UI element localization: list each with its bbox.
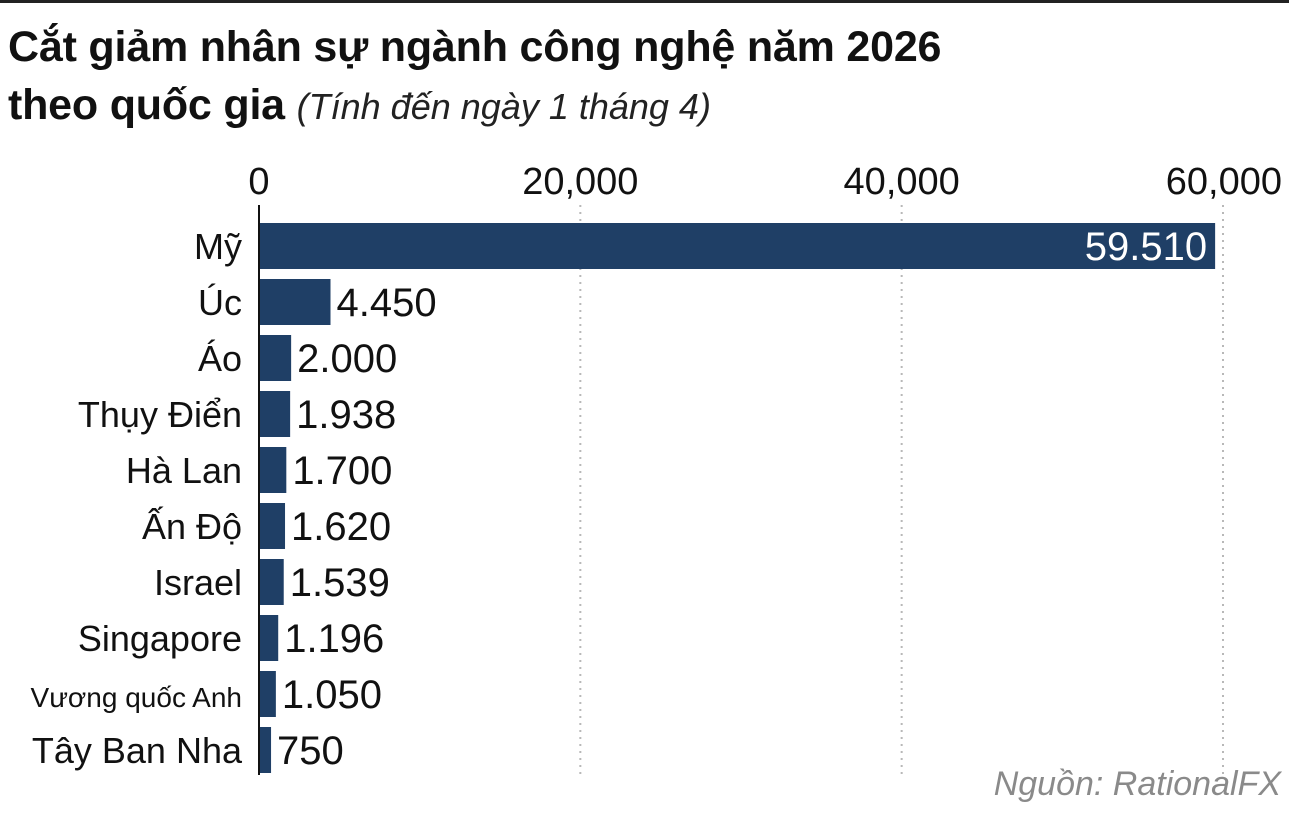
- bar-4: [259, 447, 287, 493]
- value-label-3: 1.938: [296, 393, 396, 437]
- value-label-7: 1.196: [284, 617, 384, 661]
- x-tick-label-2: 40,000: [844, 161, 960, 203]
- chart-title-line-2: theo quốc gia (Tính đến ngày 1 tháng 4): [8, 76, 1278, 136]
- bar-7: [259, 615, 279, 661]
- bar-9: [259, 727, 272, 773]
- value-label-1: 4.450: [336, 281, 436, 325]
- x-tick-label-1: 20,000: [522, 161, 638, 203]
- x-tick-label-0: 0: [248, 161, 269, 203]
- bar-2: [259, 335, 292, 381]
- value-label-8: 1.050: [282, 673, 382, 717]
- x-tick-label-3: 60,000: [1166, 161, 1282, 203]
- chart-subtitle: (Tính đến ngày 1 tháng 4): [296, 86, 711, 127]
- value-label-0: 59.510: [1085, 225, 1207, 269]
- category-label-2: Áo: [198, 338, 242, 379]
- value-label-6: 1.539: [290, 561, 390, 605]
- category-label-4: Hà Lan: [126, 450, 242, 491]
- chart-title: Cắt giảm nhân sự ngành công nghệ năm 202…: [8, 23, 942, 71]
- chart-header: Cắt giảm nhân sự ngành công nghệ năm 202…: [8, 18, 1278, 136]
- value-label-4: 1.700: [292, 449, 392, 493]
- top-rule: [0, 0, 1289, 3]
- value-label-5: 1.620: [291, 505, 391, 549]
- category-label-6: Israel: [154, 562, 242, 603]
- bar-1: [259, 279, 331, 325]
- bar-0: [259, 223, 1216, 269]
- category-label-1: Úc: [198, 282, 242, 323]
- category-label-0: Mỹ: [194, 226, 242, 267]
- bar-8: [259, 671, 276, 717]
- category-label-5: Ấn Độ: [142, 506, 242, 547]
- source-note: Nguồn: RationalFX: [993, 765, 1281, 803]
- category-label-3: Thụy Điển: [78, 394, 242, 435]
- category-label-9: Tây Ban Nha: [32, 730, 243, 771]
- category-label-8: Vương quốc Anh: [31, 682, 242, 713]
- value-label-9: 750: [277, 729, 344, 773]
- bar-6: [259, 559, 284, 605]
- value-label-2: 2.000: [297, 337, 397, 381]
- category-label-7: Singapore: [78, 618, 242, 659]
- bar-3: [259, 391, 291, 437]
- bar-5: [259, 503, 286, 549]
- chart-title-continued: theo quốc gia: [8, 81, 285, 129]
